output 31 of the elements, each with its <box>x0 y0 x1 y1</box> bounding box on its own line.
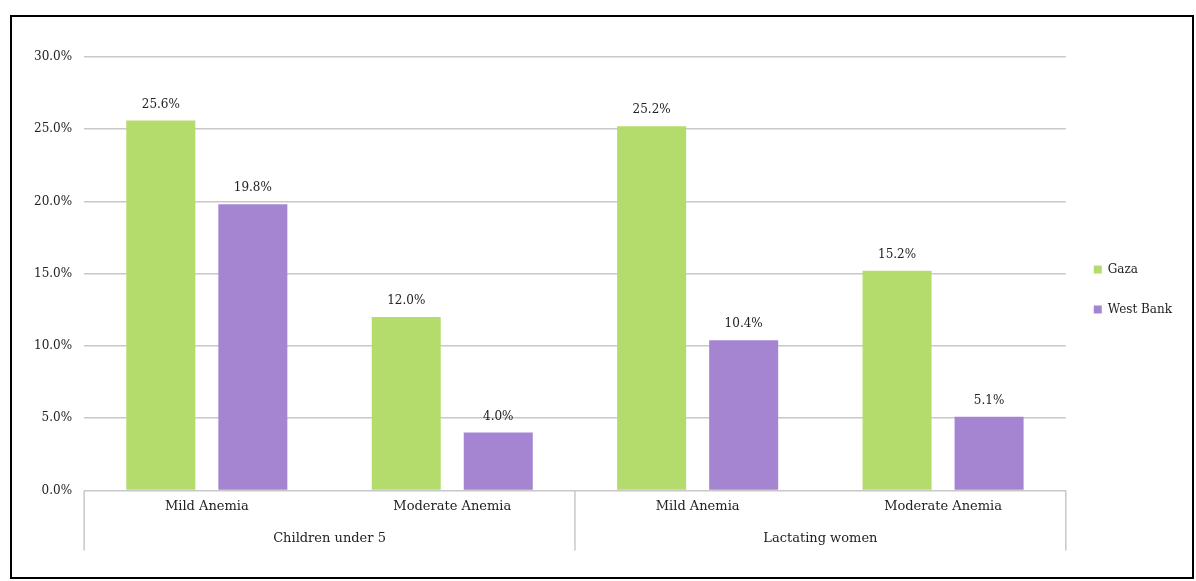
x-tick-label: Moderate Anemia <box>884 497 1003 513</box>
y-tick-label: 15.0% <box>34 265 73 280</box>
data-label: 10.4% <box>724 316 763 331</box>
y-tick-label: 10.0% <box>34 338 73 353</box>
x-tick-label: Moderate Anemia <box>393 497 512 513</box>
bar <box>463 432 533 490</box>
y-tick-label: 30.0% <box>34 49 73 64</box>
y-tick-label: 5.0% <box>41 410 73 425</box>
bar <box>371 317 441 490</box>
data-label: 25.2% <box>632 102 671 117</box>
bar <box>954 416 1024 490</box>
data-label: 12.0% <box>387 293 426 308</box>
data-label: 5.1% <box>973 392 1005 407</box>
text: Lactating women <box>763 529 879 545</box>
bar <box>126 120 196 490</box>
bar <box>862 270 932 490</box>
x-tick-label: Mild Anemia <box>164 497 249 513</box>
data-label: 25.6% <box>141 96 180 111</box>
legend-label: Gaza <box>1107 261 1138 276</box>
y-tick-label: 25.0% <box>34 121 73 136</box>
data-label: 19.8% <box>233 180 272 195</box>
data-label: 4.0% <box>483 408 514 423</box>
y-tick-label: 0.0% <box>41 482 73 497</box>
bar <box>709 340 779 490</box>
legend-label: West Bank <box>1107 301 1173 316</box>
y-tick-label: 20.0% <box>34 193 73 208</box>
x-tick-label: Mild Anemia <box>655 497 740 513</box>
bar <box>218 204 288 490</box>
data-label: 15.2% <box>877 246 917 261</box>
bar <box>617 126 687 490</box>
text: Children under 5 <box>273 529 386 545</box>
